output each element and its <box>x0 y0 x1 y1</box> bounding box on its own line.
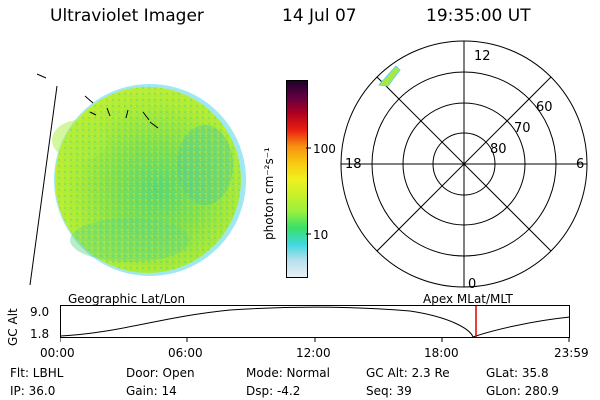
colorbar-tick-100: 100 <box>313 142 336 156</box>
info-gcalt: GC Alt: 2.3 Re <box>366 366 450 380</box>
info-glat: GLat: 35.8 <box>486 366 549 380</box>
info-glon: GLon: 280.9 <box>486 384 559 398</box>
mlt-label-bottom: 0 <box>468 277 476 292</box>
orbit-left-title: Geographic Lat/Lon <box>68 292 186 306</box>
orbit-xtick-0: 00:00 <box>40 346 75 360</box>
lat-label-70: 70 <box>514 121 531 136</box>
orbit-ytick-top: 9.0 <box>30 305 50 319</box>
orbit-ylabel: GC Alt <box>6 308 20 346</box>
orbit-xtick-1: 06:00 <box>168 346 203 360</box>
color-scale-bar <box>286 80 308 278</box>
orbit-right-title: Apex MLat/MLT <box>423 292 513 306</box>
orbit-xtick-3: 18:00 <box>424 346 459 360</box>
lat-label-80: 80 <box>490 142 507 157</box>
orbit-altitude-plot <box>60 305 571 342</box>
mlt-label-left: 18 <box>345 157 362 172</box>
uv-image-disk <box>29 73 246 286</box>
time-label: 19:35:00 UT <box>426 6 531 26</box>
info-mode: Mode: Normal <box>246 366 330 380</box>
info-door: Door: Open <box>126 366 195 380</box>
polar-plot: 12 0 18 6 60 70 80 <box>340 40 588 292</box>
info-ip: IP: 36.0 <box>10 384 56 398</box>
colorbar-ticks <box>306 147 311 235</box>
colorbar-label: photon cm⁻²s⁻¹ <box>262 147 276 240</box>
info-dsp: Dsp: -4.2 <box>246 384 301 398</box>
info-seq: Seq: 39 <box>366 384 412 398</box>
aurora-patch <box>377 65 401 87</box>
mlt-label-right: 6 <box>576 157 584 172</box>
info-gain: Gain: 14 <box>126 384 177 398</box>
app-title: Ultraviolet Imager <box>50 6 204 26</box>
date-label: 14 Jul 07 <box>282 6 357 26</box>
info-flt: Flt: LBHL <box>10 366 64 380</box>
colorbar-tick-10: 10 <box>313 228 329 242</box>
orbit-ytick-bottom: 1.8 <box>30 327 50 341</box>
mlt-label-top: 12 <box>474 49 491 64</box>
coastline-lines-icon <box>29 73 159 286</box>
orbit-xtick-2: 12:00 <box>296 346 331 360</box>
lat-label-60: 60 <box>536 100 553 115</box>
orbit-xtick-4: 23:59 <box>554 346 589 360</box>
